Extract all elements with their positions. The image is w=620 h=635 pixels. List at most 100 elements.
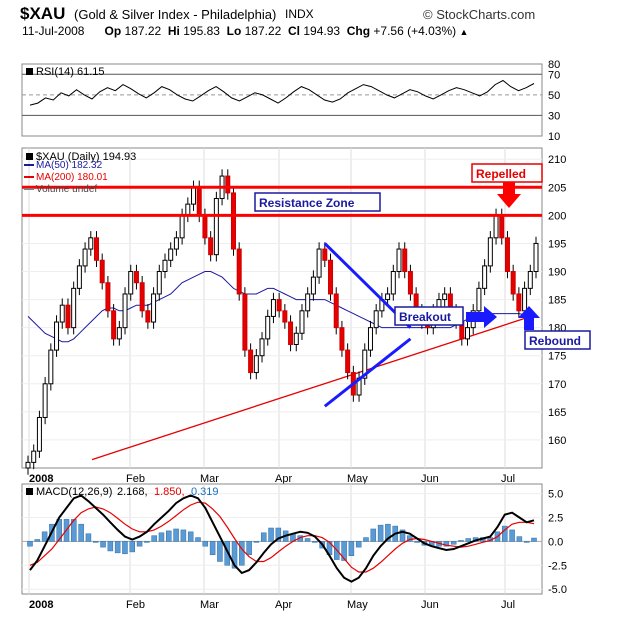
macd-tick-label: -5.0: [548, 584, 567, 596]
rsi-line: [29, 79, 535, 106]
candle-body: [316, 248, 322, 278]
hi-label: Hi: [167, 24, 180, 38]
macd-histogram-bar: [377, 524, 384, 542]
candle: [99, 253, 105, 290]
candle-body: [504, 237, 510, 273]
candle-body: [105, 282, 111, 312]
candle-body: [54, 321, 60, 351]
macd-histogram-bar: [407, 535, 413, 542]
candle-body: [328, 259, 334, 295]
candle-body: [48, 349, 54, 385]
lo-value: 187.22: [244, 24, 282, 38]
candle: [310, 270, 316, 301]
macd-histogram-bar: [166, 530, 172, 542]
macd-x-label: May: [347, 599, 368, 611]
candle: [407, 264, 413, 301]
candle: [116, 320, 122, 346]
price-x-label: Feb: [126, 473, 145, 485]
exchange: INDX: [285, 7, 314, 21]
macd-tick-label: 5.0: [548, 489, 563, 501]
macd-histogram-bar: [385, 523, 391, 542]
candle: [396, 242, 402, 279]
candle: [248, 343, 254, 380]
candle-body: [396, 248, 402, 273]
macd-signal-value: 1.850,: [154, 486, 185, 498]
candle: [173, 231, 179, 256]
macd-histogram-bar: [129, 541, 136, 553]
candle: [156, 264, 162, 301]
candle: [482, 259, 488, 296]
macd-x-label: Feb: [126, 599, 145, 611]
cl-value: 194.93: [303, 24, 341, 38]
price-x-label: 2008: [29, 473, 53, 485]
candle-body: [191, 186, 197, 205]
chg-label: Chg: [346, 24, 371, 38]
candle-body: [116, 327, 122, 340]
price-tick-label: 195: [548, 238, 566, 250]
candle: [270, 292, 276, 324]
resistance-zone-label: Resistance Zone: [259, 196, 355, 210]
rsi-title: RSI(14) 61.15: [36, 66, 104, 78]
candle-body: [133, 271, 139, 284]
candle: [162, 253, 168, 279]
candle: [105, 276, 111, 318]
candle: [242, 287, 248, 357]
macd-x-label: Mar: [200, 599, 219, 611]
breakout-label: Breakout: [399, 310, 451, 324]
macd-histogram-bar: [341, 541, 347, 561]
candle-body: [248, 349, 254, 374]
hi-value: 195.83: [183, 24, 220, 38]
macd-signal-line: [29, 501, 535, 573]
macd-histogram-bar: [465, 538, 472, 542]
op-label: Op: [104, 24, 122, 38]
price-tick-label: 205: [548, 182, 566, 194]
candle: [71, 281, 77, 335]
candle-body: [476, 287, 482, 312]
repelled-arrow-icon: [497, 182, 521, 208]
macd-histogram-bar: [217, 541, 223, 562]
macd-histogram-bar: [414, 541, 420, 543]
macd-histogram-bar: [370, 528, 377, 542]
legend-entry: MA(50) 182.32: [36, 160, 103, 171]
price-legend-swatch: [26, 153, 33, 160]
macd-histogram-bar: [224, 541, 230, 566]
candle: [151, 287, 157, 329]
candle-body: [76, 265, 82, 289]
candle: [76, 259, 82, 296]
candle-body: [345, 349, 351, 374]
macd-histogram-bar: [173, 528, 179, 542]
candle-body: [65, 304, 71, 329]
macd-histogram-bar: [239, 541, 245, 566]
candle: [265, 309, 271, 346]
candle: [402, 242, 408, 279]
macd-histogram-bar: [531, 537, 537, 542]
candle-body: [242, 293, 248, 351]
symbol: $XAU: [20, 4, 66, 23]
candle: [225, 169, 231, 200]
candle: [111, 304, 117, 346]
candle: [253, 348, 259, 380]
macd-histogram-bar: [195, 537, 201, 542]
macd-value: 2.168,: [117, 486, 148, 498]
chg-value: +7.56 (+4.03%): [373, 24, 457, 38]
macd-legend-swatch: [26, 488, 33, 495]
candle-body: [82, 248, 88, 267]
candle-body: [442, 293, 448, 301]
candle-body: [367, 327, 373, 351]
candle-body: [385, 293, 391, 301]
macd-histogram-bar: [114, 541, 121, 554]
candle: [54, 315, 60, 357]
rsi-tick-label: 80: [548, 59, 560, 71]
candle-body: [202, 214, 208, 239]
macd-histogram-bar: [187, 531, 194, 542]
macd-histogram-bar: [107, 541, 114, 552]
candle-body: [145, 310, 151, 323]
macd-histogram-bar: [355, 541, 362, 548]
price-x-label: Jul: [501, 473, 515, 485]
candle-body: [71, 287, 77, 329]
candle-body: [390, 271, 396, 295]
candle: [25, 455, 31, 475]
candle-body: [236, 248, 242, 295]
macd-histogram-bar: [253, 541, 260, 543]
